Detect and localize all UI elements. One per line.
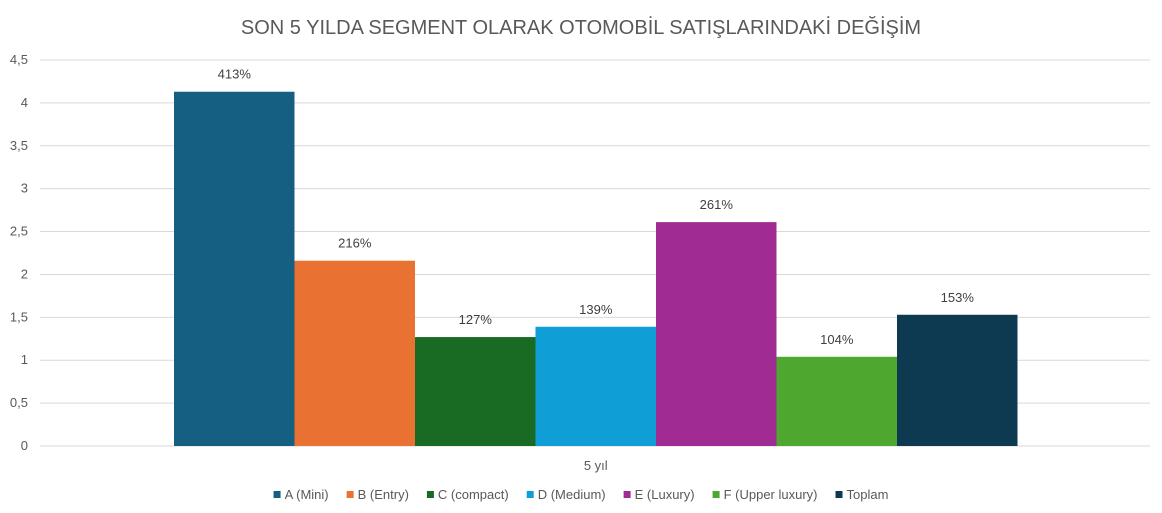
legend-swatch: [623, 491, 631, 498]
y-axis-ticks: 0 0,5 1 1,5 2 2,5 3 3,5 4 4,5: [10, 52, 28, 453]
x-axis-categories: 5 yıl: [584, 458, 608, 473]
legend-entry: Toplam: [847, 487, 889, 502]
x-category-label: 5 yıl: [584, 458, 608, 473]
y-tick-label: 4,5: [10, 52, 28, 67]
legend: A (Mini) B (Entry) C (compact) D (Medium) E …: [273, 487, 889, 502]
legend-entry: E (Luxury): [635, 487, 695, 502]
data-label: 153%: [941, 290, 975, 305]
bar-b-entry: [294, 260, 415, 446]
bar-d-medium: [535, 326, 656, 446]
y-tick-label: 0: [21, 438, 28, 453]
y-tick-label: 3: [21, 181, 28, 196]
bar-f-upper-luxury: [776, 356, 897, 446]
chart-title: SON 5 YILDA SEGMENT OLARAK OTOMOBİL SATI…: [241, 16, 921, 39]
y-tick-label: 0,5: [10, 395, 28, 410]
legend-entry: D (Medium): [538, 487, 606, 502]
data-label: 261%: [700, 197, 734, 212]
legend-entry: B (Entry): [358, 487, 409, 502]
data-label: 104%: [820, 332, 854, 347]
y-tick-label: 2: [21, 266, 28, 281]
data-label: 139%: [579, 302, 613, 317]
bars: [174, 91, 1018, 446]
bar-toplam: [897, 314, 1018, 446]
y-tick-label: 1: [21, 352, 28, 367]
bar-c-compact: [415, 337, 536, 446]
legend-swatch: [426, 491, 434, 498]
y-tick-label: 3,5: [10, 138, 28, 153]
data-label: 413%: [218, 67, 252, 82]
bar-e-luxury: [656, 222, 777, 446]
legend-entry: C (compact): [438, 487, 509, 502]
data-labels: 413% 216% 127% 139% 261% 104% 153%: [218, 67, 975, 347]
bar-a-mini: [174, 91, 295, 446]
legend-swatch: [526, 491, 534, 498]
y-tick-label: 2,5: [10, 224, 28, 239]
y-tick-label: 4: [21, 95, 28, 110]
legend-entry: F (Upper luxury): [724, 487, 818, 502]
y-tick-label: 1,5: [10, 309, 28, 324]
legend-swatch: [346, 491, 354, 498]
legend-entry: A (Mini): [285, 487, 329, 502]
legend-swatch: [835, 491, 843, 498]
data-label: 127%: [459, 312, 493, 327]
legend-swatch: [273, 491, 281, 498]
legend-swatch: [712, 491, 720, 498]
data-label: 216%: [338, 236, 372, 251]
